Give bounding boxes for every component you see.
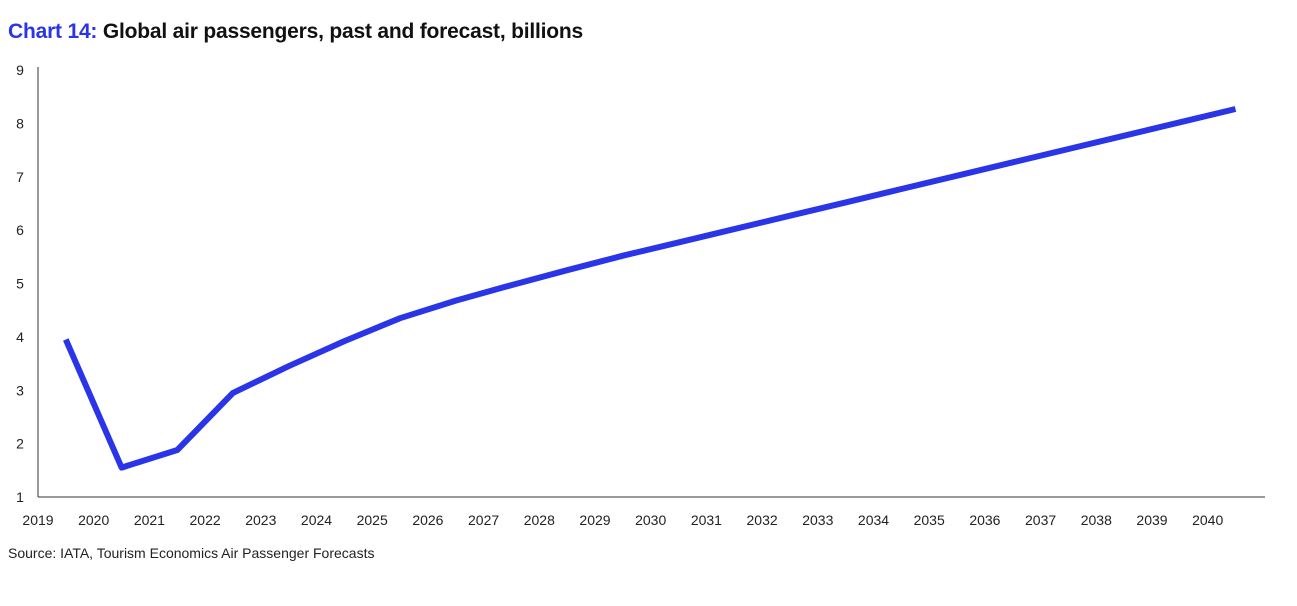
x-tick-label: 2035 xyxy=(914,512,945,528)
x-tick-label: 2037 xyxy=(1025,512,1056,528)
y-tick-label: 8 xyxy=(16,115,24,131)
x-tick-label: 2026 xyxy=(412,512,443,528)
x-tick-label: 2036 xyxy=(969,512,1000,528)
y-tick-label: 4 xyxy=(16,329,24,345)
x-tick-label: 2025 xyxy=(357,512,388,528)
x-tick-label: 2028 xyxy=(524,512,555,528)
x-tick-label: 2040 xyxy=(1192,512,1223,528)
y-tick-label: 6 xyxy=(16,222,24,238)
chart-title: Chart 14: Global air passengers, past an… xyxy=(8,20,583,44)
y-tick-label: 7 xyxy=(16,169,24,185)
chart-number-label: Chart 14: xyxy=(8,20,98,43)
x-tick-label: 2023 xyxy=(245,512,276,528)
y-tick-label: 3 xyxy=(16,382,24,398)
x-tick-label: 2021 xyxy=(134,512,165,528)
series-line xyxy=(63,106,1237,471)
x-tick-label: 2031 xyxy=(691,512,722,528)
y-tick-label: 1 xyxy=(16,489,24,505)
x-tick-label: 2027 xyxy=(468,512,499,528)
y-axis: 1 2 3 4 5 6 7 8 9 xyxy=(16,62,39,505)
y-tick-label: 2 xyxy=(16,436,24,452)
x-tick-label: 2039 xyxy=(1136,512,1167,528)
series-group xyxy=(63,106,1237,471)
chart-title-text: Global air passengers, past and forecast… xyxy=(102,20,584,43)
x-tick-label: 2022 xyxy=(190,512,221,528)
x-tick-label: 2020 xyxy=(78,512,109,528)
x-tick-label: 2034 xyxy=(858,512,889,528)
source-note: Source: IATA, Tourism Economics Air Pass… xyxy=(8,545,375,561)
x-tick-label: 2030 xyxy=(635,512,666,528)
x-tick-label: 2033 xyxy=(802,512,833,528)
x-tick-label: 2029 xyxy=(579,512,610,528)
y-tick-label: 9 xyxy=(16,62,24,78)
x-axis: 2019 2020 2021 2022 2023 2024 2025 2026 2027 2028… xyxy=(22,496,1265,528)
x-tick-label: 2038 xyxy=(1081,512,1112,528)
x-tick-label: 2032 xyxy=(747,512,778,528)
x-tick-label: 2024 xyxy=(301,512,332,528)
y-tick-label: 5 xyxy=(16,276,24,292)
x-tick-label: 2019 xyxy=(22,512,53,528)
